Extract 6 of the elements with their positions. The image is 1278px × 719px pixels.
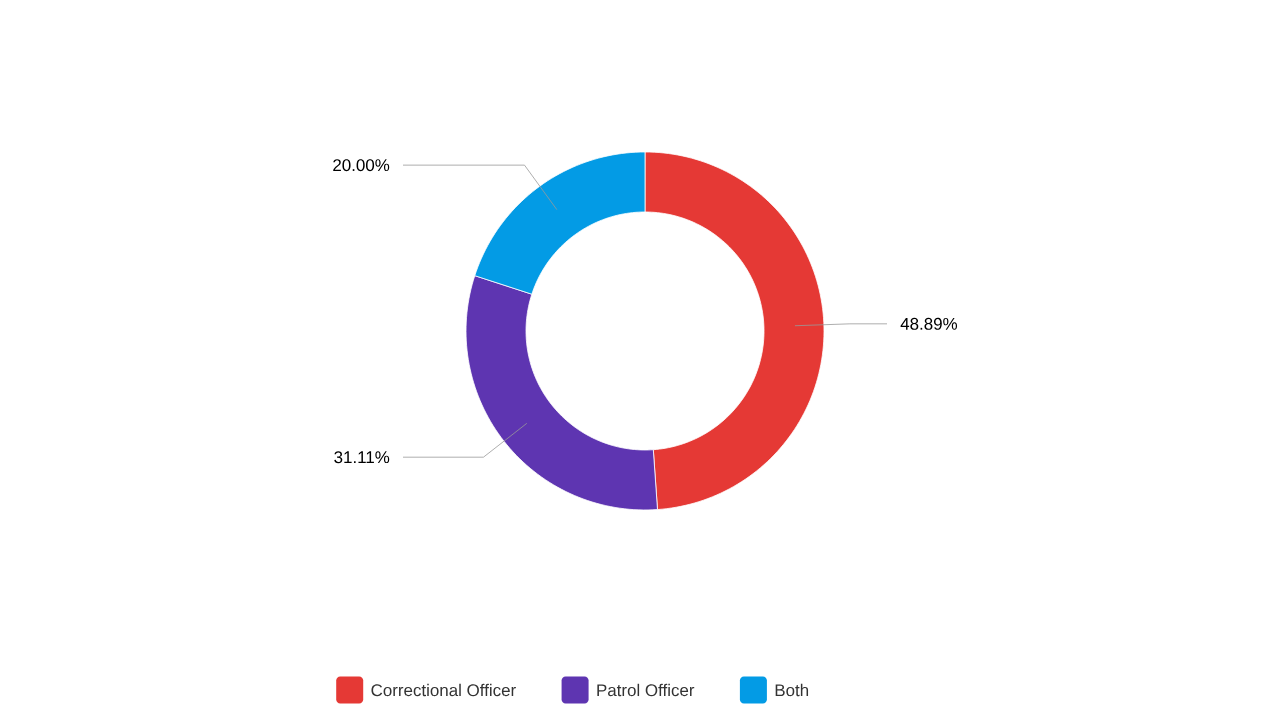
- data-label: 20.00%: [333, 159, 390, 172]
- legend-label: Both: [775, 683, 809, 697]
- data-label: 31.11%: [334, 451, 390, 464]
- data-label: 48.89%: [900, 317, 958, 330]
- legend-label: Patrol Officer: [597, 683, 695, 697]
- legend-label: Correctional Officer: [371, 683, 516, 697]
